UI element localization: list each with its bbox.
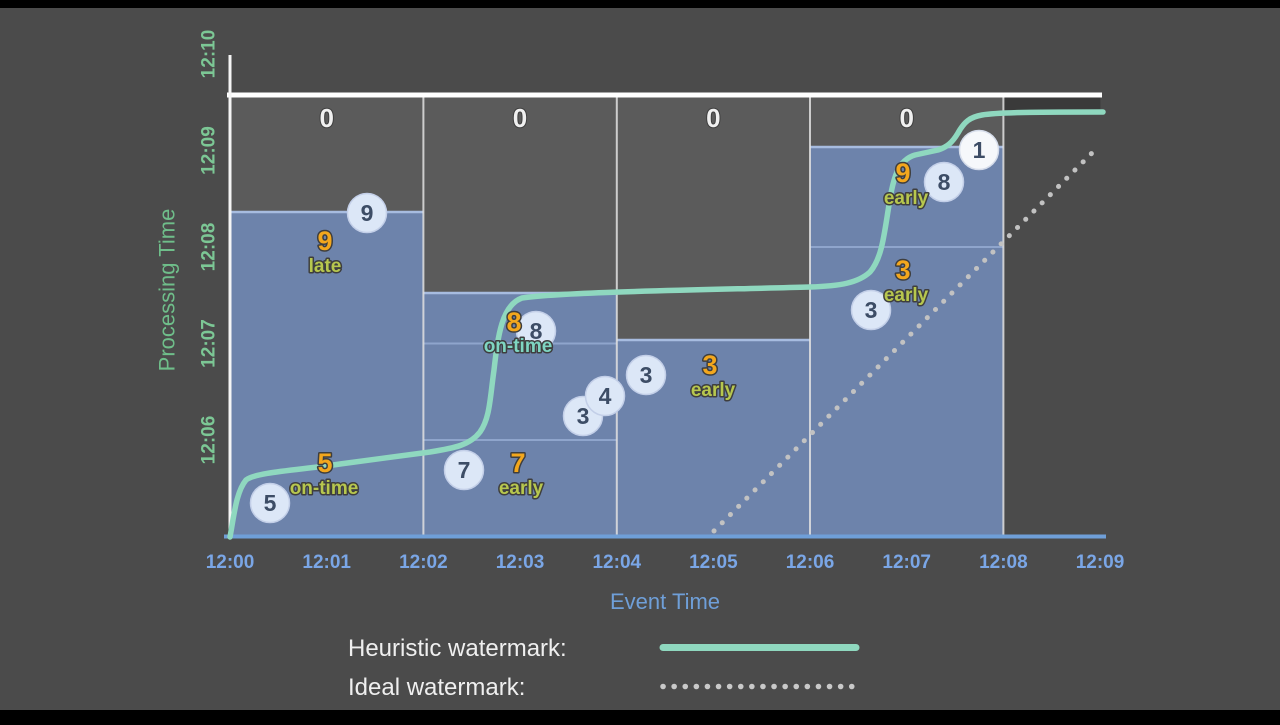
marker-circle bbox=[443, 449, 485, 491]
annotation-value: 7 bbox=[510, 448, 525, 478]
annotation-value: 3 bbox=[895, 255, 910, 285]
marker-value: 3 bbox=[577, 403, 590, 429]
late-pane-1200-1202 bbox=[230, 97, 424, 212]
annotation-value: 5 bbox=[317, 448, 332, 478]
event-marker-4: 4 bbox=[584, 375, 626, 417]
event-marker-3c: 3 bbox=[850, 289, 892, 331]
marker-value: 3 bbox=[865, 297, 878, 323]
annotation-timing: on-time bbox=[290, 478, 359, 499]
annotation-3-early-right: 3 early bbox=[882, 254, 930, 308]
late-pane-1202-1204 bbox=[423, 97, 617, 293]
marker-value: 5 bbox=[264, 490, 277, 516]
annotation-value: 3 bbox=[702, 350, 717, 380]
y-tick: 12:07 bbox=[199, 319, 220, 368]
x-tick: 12:02 bbox=[399, 552, 448, 573]
window-boundaries bbox=[422, 97, 1005, 535]
window-pane-1200-1202 bbox=[230, 212, 424, 535]
annotation-timing: late bbox=[309, 256, 342, 277]
x-tick: 12:00 bbox=[206, 552, 255, 573]
event-markers: 5 7 3 4 3 8 9 3 bbox=[249, 129, 1000, 524]
late-pane-count-1: 0 bbox=[319, 103, 333, 133]
marker-value: 3 bbox=[640, 362, 653, 388]
window-pane-1206-1208 bbox=[810, 147, 1004, 535]
annotation-timing: on-time bbox=[484, 336, 553, 357]
marker-value: 8 bbox=[530, 318, 543, 344]
x-tick: 12:07 bbox=[882, 552, 931, 573]
marker-circle bbox=[249, 482, 291, 524]
y-tick: 12:08 bbox=[199, 223, 220, 272]
y-axis-title: Processing Time bbox=[155, 209, 180, 372]
late-pane-1204-1206 bbox=[616, 97, 810, 340]
x-axis-ticks: 12:00 12:01 12:02 12:03 12:04 12:05 12:0… bbox=[206, 552, 1125, 573]
late-panes bbox=[230, 97, 1101, 340]
x-tick: 12:09 bbox=[1076, 552, 1125, 573]
annotation-value: 9 bbox=[895, 158, 910, 188]
marker-value: 1 bbox=[973, 137, 986, 163]
window-panes bbox=[230, 147, 1004, 535]
y-axis-ticks: 12:06 12:07 12:08 12:09 12:10 bbox=[199, 30, 220, 465]
event-marker-1: 1 bbox=[958, 129, 1000, 171]
legend-heuristic-label: Heuristic watermark: bbox=[348, 635, 567, 662]
pane-annotations: 9 late 5 on-time 7 early 8 on-time 3 ear… bbox=[288, 157, 930, 501]
event-marker-7: 7 bbox=[443, 449, 485, 491]
x-axis-title: Event Time bbox=[610, 589, 720, 614]
annotation-7-early: 7 early bbox=[497, 447, 545, 501]
late-pane-count-3: 0 bbox=[706, 103, 720, 133]
annotation-timing: early bbox=[499, 478, 544, 499]
annotation-timing: early bbox=[884, 285, 929, 306]
annotation-timing: early bbox=[884, 188, 929, 209]
legend-ideal-label: Ideal watermark: bbox=[348, 674, 525, 701]
marker-circle bbox=[584, 375, 626, 417]
annotation-value: 8 bbox=[506, 307, 521, 337]
event-marker-8a: 8 bbox=[515, 310, 557, 352]
annotation-value: 9 bbox=[317, 226, 332, 256]
late-pane-count-2: 0 bbox=[513, 103, 527, 133]
annotation-3-early-mid: 3 early bbox=[689, 349, 737, 403]
marker-circle bbox=[346, 192, 388, 234]
late-pane-count-4: 0 bbox=[899, 103, 913, 133]
marker-circle bbox=[958, 129, 1000, 171]
y-tick: 12:09 bbox=[199, 126, 220, 175]
x-tick: 12:01 bbox=[302, 552, 351, 573]
event-marker-8b: 8 bbox=[923, 161, 965, 203]
x-tick: 12:03 bbox=[496, 552, 545, 573]
x-tick: 12:08 bbox=[979, 552, 1028, 573]
annotation-9-early: 9 early bbox=[882, 157, 930, 211]
late-pane-counts: 0 0 0 0 bbox=[318, 102, 914, 134]
marker-circle bbox=[923, 161, 965, 203]
annotation-9-late: 9 late bbox=[307, 225, 343, 279]
marker-circle bbox=[515, 310, 557, 352]
x-tick: 12:06 bbox=[786, 552, 835, 573]
marker-value: 4 bbox=[599, 383, 612, 409]
ideal-watermark-line bbox=[711, 146, 1099, 534]
marker-circle bbox=[850, 289, 892, 331]
event-marker-3b: 3 bbox=[625, 354, 667, 396]
marker-value: 7 bbox=[458, 457, 471, 483]
letterbox-bottom bbox=[0, 710, 1280, 720]
annotation-8-ontime: 8 on-time bbox=[482, 306, 554, 359]
legend: Heuristic watermark: Ideal watermark: bbox=[348, 635, 860, 701]
annotation-timing: early bbox=[691, 380, 736, 401]
marker-value: 9 bbox=[361, 200, 374, 226]
y-tick: 12:10 bbox=[199, 30, 220, 79]
x-tick: 12:04 bbox=[592, 552, 641, 573]
annotation-5-ontime: 5 on-time bbox=[288, 447, 360, 501]
marker-value: 8 bbox=[938, 169, 951, 195]
marker-circle bbox=[625, 354, 667, 396]
y-tick: 12:06 bbox=[199, 416, 220, 465]
x-tick: 12:05 bbox=[689, 552, 738, 573]
event-marker-5: 5 bbox=[249, 482, 291, 524]
event-marker-9: 9 bbox=[346, 192, 388, 234]
heuristic-watermark-line bbox=[227, 109, 1106, 540]
